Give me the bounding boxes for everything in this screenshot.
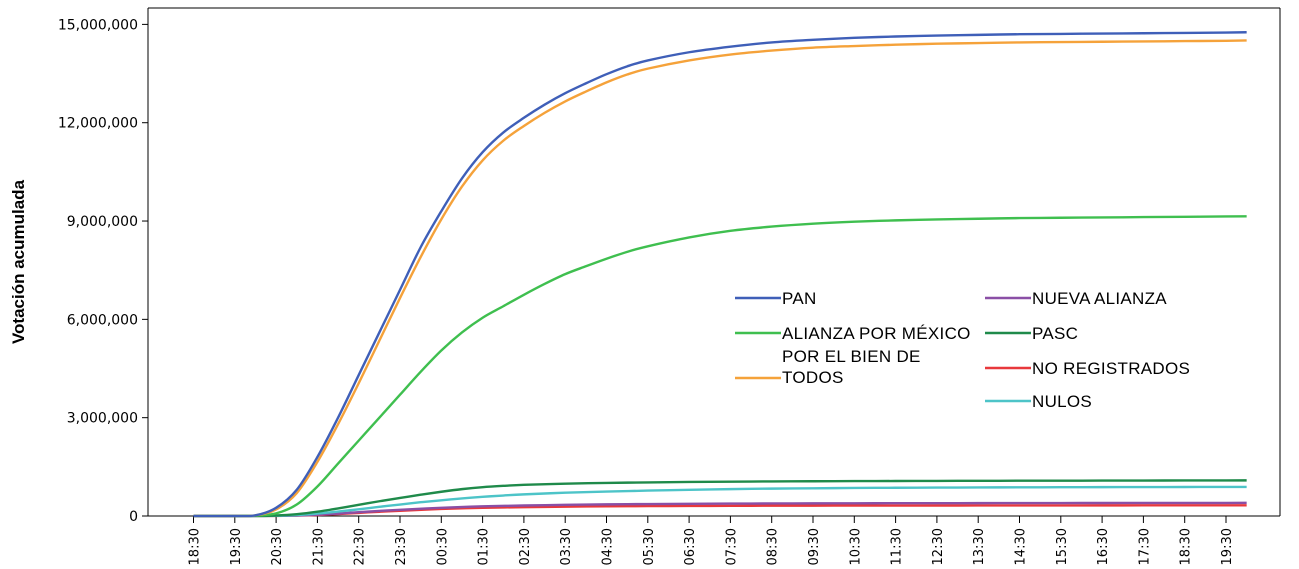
- y-axis-title: Votación acumulada: [9, 179, 28, 344]
- x-tick-label: 11:30: [890, 528, 905, 565]
- x-tick-label: 16:30: [1096, 528, 1111, 565]
- x-tick-label: 18:30: [1179, 528, 1194, 565]
- legend-label: NULOS: [1032, 392, 1092, 411]
- y-tick-label: 15,000,000: [58, 17, 138, 33]
- y-tick-label: 6,000,000: [67, 312, 138, 328]
- x-tick-label: 17:30: [1137, 528, 1152, 565]
- legend-label: PASC: [1032, 324, 1078, 343]
- y-tick-label: 3,000,000: [67, 411, 138, 427]
- x-tick-label: 13:30: [972, 528, 987, 565]
- y-tick-label: 0: [129, 509, 138, 525]
- x-tick-label: 23:30: [394, 528, 409, 565]
- x-tick-label: 22:30: [353, 528, 368, 565]
- legend-label: NUEVA ALIANZA: [1032, 289, 1167, 308]
- series-line-por-el-bien-de-todos: [193, 39, 1247, 518]
- x-tick-label: 10:30: [848, 528, 863, 565]
- x-tick-label: 00:30: [435, 528, 450, 565]
- x-tick-label: 07:30: [724, 528, 739, 565]
- legend-label: POR EL BIEN DE TODOS: [782, 347, 921, 387]
- x-tick-label: 20:30: [270, 528, 285, 565]
- series-line-nueva-alianza: [193, 501, 1247, 518]
- x-tick-label: 09:30: [807, 528, 822, 565]
- x-tick-label: 19:30: [229, 528, 244, 565]
- x-tick-label: 03:30: [559, 528, 574, 565]
- axes: 0 3,000,000 6,000,000 9,000,000 12,000,000 15…: [58, 7, 1281, 565]
- legend-label: NO REGISTRADOS: [1032, 359, 1190, 378]
- x-tick-label: 05:30: [642, 528, 657, 565]
- x-ticks: 18:30 19:30 20:30 21:30 22:30 23:30 00:30 01:30…: [188, 516, 1235, 565]
- legend-label: PAN: [782, 289, 817, 308]
- series-line-pan: [193, 31, 1247, 518]
- x-tick-label: 18:30: [188, 528, 203, 565]
- legend: PAN ALIANZA POR MÉXICO POR EL BIEN DE TODOS…: [735, 289, 1190, 411]
- legend-label: ALIANZA POR MÉXICO: [782, 324, 971, 343]
- y-tick-label: 12,000,000: [58, 116, 138, 132]
- series-line-nulos: [193, 485, 1247, 518]
- x-tick-label: 06:30: [683, 528, 698, 565]
- y-tick-label: 9,000,000: [67, 214, 138, 230]
- x-tick-label: 12:30: [931, 528, 946, 565]
- x-tick-label: 01:30: [477, 528, 492, 565]
- x-tick-label: 02:30: [518, 528, 533, 565]
- series-line-pasc: [193, 479, 1247, 518]
- x-tick-label: 15:30: [1055, 528, 1070, 565]
- x-tick-label: 19:30: [1220, 528, 1235, 565]
- y-ticks: 0 3,000,000 6,000,000 9,000,000 12,000,000 15…: [58, 17, 148, 525]
- series-lines: [193, 31, 1247, 518]
- x-tick-label: 08:30: [766, 528, 781, 565]
- x-tick-label: 04:30: [601, 528, 616, 565]
- series-line-alianza-por-m-xico: [193, 215, 1247, 518]
- x-tick-label: 21:30: [311, 528, 326, 565]
- x-tick-label: 14:30: [1014, 528, 1029, 565]
